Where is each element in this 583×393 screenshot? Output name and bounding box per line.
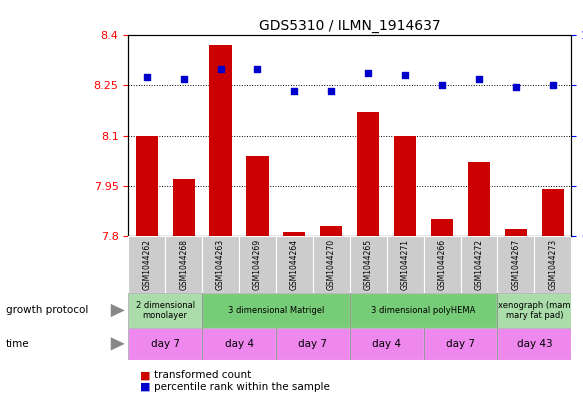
Bar	[173, 179, 195, 236]
Bar	[165, 236, 202, 293]
Point	[142, 74, 152, 81]
Bar	[313, 236, 350, 293]
Text: day 4: day 4	[372, 339, 401, 349]
Text: day 7: day 7	[446, 339, 475, 349]
Text: GSM1044272: GSM1044272	[475, 239, 483, 290]
Bar	[535, 236, 571, 293]
Bar	[350, 293, 497, 328]
Bar	[202, 293, 350, 328]
Bar	[276, 328, 350, 360]
Title: GDS5310 / ILMN_1914637: GDS5310 / ILMN_1914637	[259, 19, 441, 33]
Bar	[387, 236, 424, 293]
Bar	[320, 226, 342, 236]
Text: GSM1044265: GSM1044265	[364, 239, 373, 290]
Bar	[424, 328, 497, 360]
Point	[216, 66, 225, 73]
Text: day 7: day 7	[298, 339, 328, 349]
Text: GSM1044263: GSM1044263	[216, 239, 225, 290]
Bar	[424, 236, 461, 293]
Bar	[542, 189, 564, 236]
Text: day 7: day 7	[150, 339, 180, 349]
Bar	[209, 46, 231, 236]
Bar	[505, 229, 527, 236]
Text: 2 dimensional
monolayer: 2 dimensional monolayer	[136, 301, 195, 320]
Text: transformed count: transformed count	[154, 370, 252, 380]
Bar	[128, 328, 202, 360]
Text: day 4: day 4	[224, 339, 254, 349]
Bar	[276, 236, 313, 293]
Text: GSM1044269: GSM1044269	[253, 239, 262, 290]
Text: GSM1044268: GSM1044268	[179, 239, 188, 290]
Point	[475, 76, 484, 83]
Text: time: time	[6, 339, 30, 349]
Text: GSM1044271: GSM1044271	[401, 239, 410, 290]
Bar	[497, 236, 535, 293]
Bar	[461, 236, 497, 293]
Text: GSM1044270: GSM1044270	[327, 239, 336, 290]
Text: growth protocol: growth protocol	[6, 305, 88, 316]
Bar	[431, 219, 453, 236]
Bar	[497, 293, 571, 328]
Point	[548, 82, 557, 88]
Bar	[394, 136, 416, 236]
Text: GSM1044262: GSM1044262	[142, 239, 151, 290]
Bar	[239, 236, 276, 293]
Bar	[202, 328, 276, 360]
Bar	[350, 236, 387, 293]
Bar	[128, 236, 165, 293]
Bar	[202, 236, 239, 293]
Text: 3 dimensional Matrigel: 3 dimensional Matrigel	[228, 306, 324, 315]
Text: GSM1044267: GSM1044267	[511, 239, 521, 290]
Bar	[357, 112, 380, 236]
Point	[511, 84, 521, 91]
Point	[179, 76, 188, 83]
Point	[290, 88, 299, 95]
Text: xenograph (mam
mary fat pad): xenograph (mam mary fat pad)	[498, 301, 571, 320]
Bar	[136, 136, 158, 236]
Point	[437, 82, 447, 88]
Bar	[497, 328, 571, 360]
Point	[326, 88, 336, 95]
Point	[401, 72, 410, 79]
Text: GSM1044273: GSM1044273	[549, 239, 557, 290]
Point	[364, 70, 373, 77]
Text: ■: ■	[140, 382, 150, 392]
Text: ■: ■	[140, 370, 150, 380]
Bar	[247, 156, 269, 236]
Bar	[283, 232, 305, 236]
Text: GSM1044266: GSM1044266	[438, 239, 447, 290]
Text: day 43: day 43	[517, 339, 552, 349]
Bar	[350, 328, 424, 360]
Point	[253, 66, 262, 73]
Bar	[468, 162, 490, 236]
Text: 3 dimensional polyHEMA: 3 dimensional polyHEMA	[371, 306, 476, 315]
Text: percentile rank within the sample: percentile rank within the sample	[154, 382, 331, 392]
Bar	[128, 293, 202, 328]
Text: GSM1044264: GSM1044264	[290, 239, 299, 290]
